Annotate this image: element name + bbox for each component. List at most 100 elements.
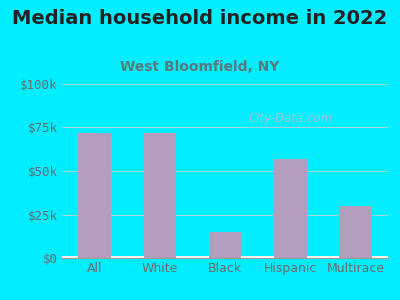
Bar <box>62 256 388 257</box>
Bar <box>62 257 388 258</box>
Bar <box>62 256 388 257</box>
Text: City-Data.com: City-Data.com <box>248 112 332 125</box>
Bar <box>62 257 388 258</box>
Bar <box>62 257 388 258</box>
Bar <box>62 256 388 257</box>
Bar <box>62 256 388 257</box>
Bar <box>62 257 388 258</box>
Bar <box>62 256 388 257</box>
Bar <box>62 257 388 258</box>
Bar <box>62 257 388 258</box>
Bar <box>62 257 388 258</box>
Bar <box>62 257 388 258</box>
Bar <box>62 257 388 258</box>
Bar <box>62 257 388 258</box>
Bar <box>62 257 388 258</box>
Bar <box>62 256 388 257</box>
Bar <box>62 256 388 257</box>
Bar <box>62 257 388 258</box>
Bar <box>62 257 388 258</box>
Bar <box>62 256 388 257</box>
Bar <box>62 257 388 258</box>
Bar <box>62 256 388 257</box>
Bar <box>62 256 388 257</box>
Bar <box>62 257 388 258</box>
Bar <box>62 257 388 258</box>
Bar <box>62 256 388 257</box>
Bar <box>62 256 388 257</box>
Bar <box>62 256 388 257</box>
Bar <box>62 256 388 257</box>
Bar <box>62 256 388 257</box>
Bar <box>62 257 388 258</box>
Bar <box>62 256 388 257</box>
Bar <box>62 256 388 257</box>
Bar <box>62 257 388 258</box>
Bar <box>62 257 388 258</box>
Bar <box>62 256 388 257</box>
Bar <box>62 256 388 257</box>
Bar <box>62 256 388 257</box>
Bar <box>62 257 388 258</box>
Bar <box>62 257 388 258</box>
Bar <box>62 256 388 257</box>
Bar <box>62 256 388 257</box>
Bar <box>209 232 241 258</box>
Bar <box>62 256 388 257</box>
Bar <box>62 256 388 257</box>
Bar <box>62 257 388 258</box>
Bar <box>62 256 388 257</box>
Bar <box>62 256 388 257</box>
Bar <box>62 257 388 258</box>
Bar <box>62 257 388 258</box>
Bar <box>62 257 388 258</box>
Bar <box>62 257 388 258</box>
Bar <box>62 257 388 258</box>
Bar <box>62 257 388 258</box>
Bar <box>62 256 388 257</box>
Bar <box>62 256 388 257</box>
Bar <box>62 257 388 258</box>
Bar <box>62 257 388 258</box>
Bar <box>339 206 372 258</box>
Bar <box>62 256 388 257</box>
Bar <box>62 257 388 258</box>
Bar <box>62 256 388 257</box>
Bar <box>78 133 111 258</box>
Bar <box>62 257 388 258</box>
Bar <box>62 256 388 257</box>
Bar <box>62 257 388 258</box>
Bar <box>62 257 388 258</box>
Bar <box>62 257 388 258</box>
Bar <box>62 256 388 257</box>
Bar <box>62 257 388 258</box>
Bar <box>62 257 388 258</box>
Bar <box>62 256 388 257</box>
Bar <box>62 257 388 258</box>
Bar <box>62 257 388 258</box>
Bar <box>62 256 388 257</box>
Bar <box>62 256 388 257</box>
Bar <box>62 256 388 257</box>
Bar <box>62 257 388 258</box>
Bar <box>62 257 388 258</box>
Bar <box>62 257 388 258</box>
Bar <box>62 256 388 257</box>
Bar <box>62 257 388 258</box>
Bar <box>62 257 388 258</box>
Bar <box>62 256 388 257</box>
Text: West Bloomfield, NY: West Bloomfield, NY <box>120 60 280 74</box>
Bar <box>62 256 388 257</box>
Bar <box>62 256 388 257</box>
Bar <box>62 256 388 257</box>
Bar <box>62 256 388 257</box>
Bar <box>62 256 388 257</box>
Bar <box>62 257 388 258</box>
Bar <box>62 257 388 258</box>
Bar <box>62 257 388 258</box>
Bar <box>62 257 388 258</box>
Bar <box>62 257 388 258</box>
Bar <box>62 257 388 258</box>
Bar <box>62 257 388 258</box>
Bar <box>62 256 388 257</box>
